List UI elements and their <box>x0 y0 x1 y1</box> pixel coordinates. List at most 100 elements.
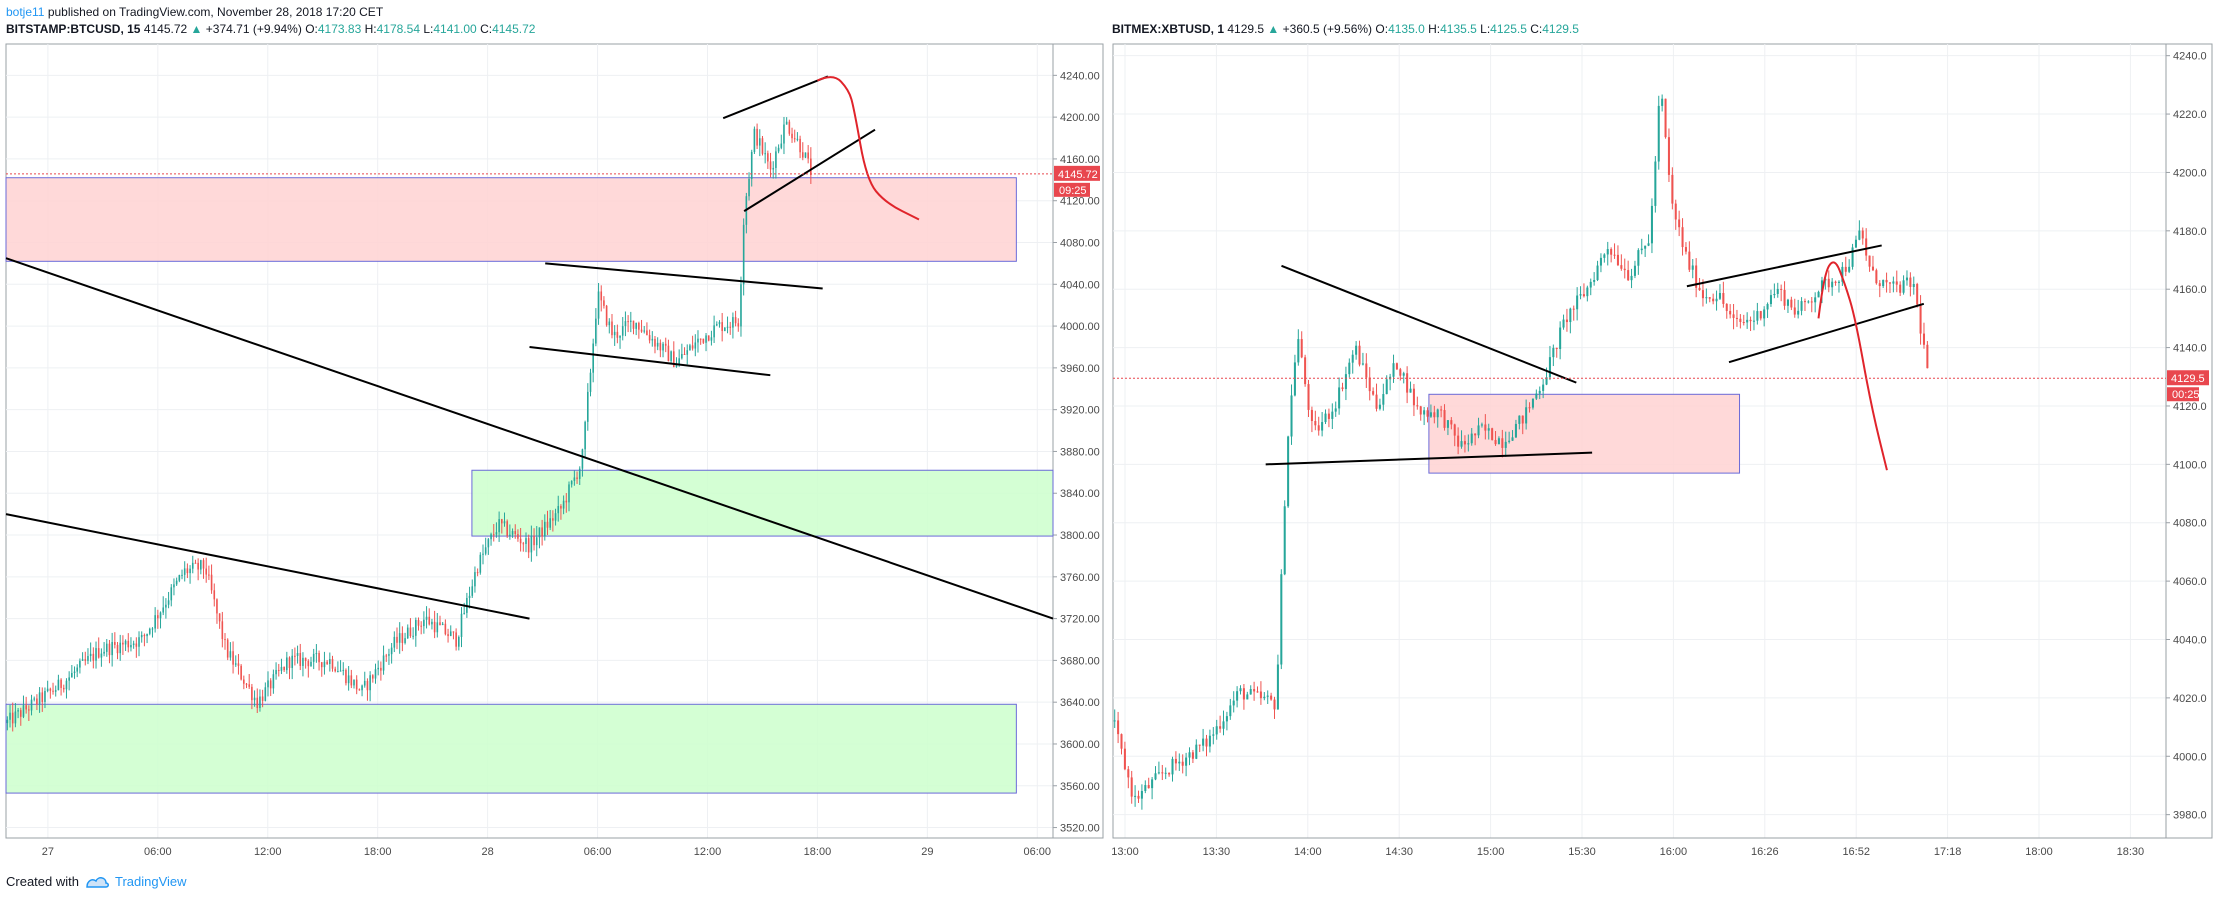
right-candle-body <box>1212 734 1215 736</box>
left-candle-body <box>433 621 436 633</box>
right-candle-body <box>1113 720 1116 722</box>
right-candle-body <box>1219 726 1222 729</box>
left-candle-body <box>116 644 119 654</box>
left-y-tick-label: 4080.00 <box>1060 238 1100 250</box>
right-candle-body <box>1446 420 1449 428</box>
right-interval: 1 <box>1217 22 1225 36</box>
left-candle-body <box>108 643 111 656</box>
right-trend-line <box>1265 451 1593 466</box>
right-candle-body <box>1752 320 1755 322</box>
right-price-badge-text: 4129.5 <box>2171 373 2205 385</box>
left-candle-body <box>259 696 261 709</box>
left-candle-body <box>490 534 492 540</box>
left-candle-body <box>248 684 251 687</box>
left-candle-body <box>307 660 310 667</box>
right-candle-body <box>1769 295 1772 305</box>
right-candle-body <box>1157 772 1160 774</box>
right-y-tick-label: 4000.0 <box>2173 751 2207 763</box>
left-y-tick-label: 3720.00 <box>1060 614 1100 626</box>
left-x-tick-label: 06:00 <box>584 846 612 858</box>
left-x-tick-label: 18:00 <box>364 846 392 858</box>
left-candle-body <box>194 562 197 564</box>
left-candle-body <box>468 595 471 599</box>
left-candle-body <box>38 692 41 705</box>
right-candle-body <box>1341 387 1344 390</box>
right-trend-line <box>1686 244 1882 288</box>
left-candle-body <box>541 527 543 537</box>
left-x-tick-label: 28 <box>481 846 493 858</box>
left-candle-body <box>275 669 277 675</box>
right-candle-body <box>1215 726 1218 735</box>
left-candle-body <box>124 640 127 645</box>
right-candle-body <box>1457 435 1460 447</box>
left-candle-body <box>122 642 124 645</box>
right-candle-body <box>1742 322 1745 324</box>
left-trend-line <box>722 75 829 120</box>
left-candle-body <box>46 688 49 691</box>
left-candle-body <box>664 343 667 346</box>
left-candle-body <box>756 128 758 146</box>
right-candle-body <box>1729 310 1732 315</box>
right-candle-body <box>1123 748 1126 770</box>
right-candle-body <box>1851 247 1854 267</box>
left-candle-body <box>573 477 576 481</box>
right-candle-body <box>1701 290 1704 299</box>
left-candle-body <box>482 553 484 555</box>
right-candle-body <box>1480 424 1483 426</box>
left-candle-body <box>329 659 331 665</box>
left-candle-body <box>6 719 9 724</box>
right-candle-body <box>1429 412 1432 417</box>
left-candle-body <box>509 534 511 536</box>
left-candle-body <box>304 657 307 661</box>
right-candle-body <box>1440 409 1443 411</box>
author-link[interactable]: botje11 <box>6 5 45 19</box>
left-candle-body <box>791 133 793 139</box>
left-candle-body <box>656 342 659 347</box>
left-candle-body <box>737 323 740 327</box>
right-candle-body <box>1606 249 1609 255</box>
right-candle-body <box>1270 695 1273 700</box>
right-candle-body <box>1491 428 1494 440</box>
left-candle-body <box>519 538 522 544</box>
right-trend-line <box>1728 302 1925 364</box>
right-candle-body <box>1538 390 1541 394</box>
right-candle-body <box>1912 284 1915 287</box>
left-candle-body <box>143 635 146 637</box>
left-candle-body <box>237 663 240 666</box>
right-candle-body <box>1756 311 1759 321</box>
right-candle-body <box>1521 415 1524 424</box>
right-candle-body <box>1151 779 1154 789</box>
left-candle-body <box>28 709 30 711</box>
right-y-tick-label: 4220.0 <box>2173 109 2207 121</box>
right-candle-body <box>1763 309 1766 319</box>
left-candle-body <box>68 677 70 681</box>
left-candle-body <box>173 584 175 588</box>
left-candle-body <box>436 622 439 633</box>
left-candle-body <box>140 635 143 638</box>
right-panel-title: BITMEX:XBTUSD, 1 4129.5 ▲ +360.5 (+9.56%… <box>1112 22 1579 36</box>
left-y-tick-label: 3680.00 <box>1060 655 1100 667</box>
right-candle-body <box>1423 410 1426 415</box>
left-candle-body <box>127 640 130 648</box>
left-y-tick-label: 3960.00 <box>1060 363 1100 375</box>
right-candle-body <box>1239 688 1242 692</box>
left-x-tick-label: 06:00 <box>1024 846 1052 858</box>
left-y-tick-label: 4160.00 <box>1060 154 1100 166</box>
left-candle-body <box>130 645 132 648</box>
right-candle-body <box>1695 265 1698 288</box>
left-candle-body <box>401 633 404 643</box>
right-candle-body <box>1807 301 1810 303</box>
left-candle-body <box>476 572 479 574</box>
right-candle-body <box>1229 705 1232 717</box>
left-candle-body <box>299 653 302 666</box>
left-y-tick-label: 4200.00 <box>1060 112 1100 124</box>
left-candle-body <box>261 696 264 701</box>
left-candle-body <box>105 643 108 652</box>
tradingview-link[interactable]: TradingView <box>114 874 187 889</box>
right-candle-body <box>1878 283 1881 287</box>
right-candle-body <box>1327 413 1330 419</box>
right-candle-body <box>1715 298 1718 302</box>
left-trend-line <box>5 257 1054 620</box>
left-candle-body <box>183 568 186 575</box>
